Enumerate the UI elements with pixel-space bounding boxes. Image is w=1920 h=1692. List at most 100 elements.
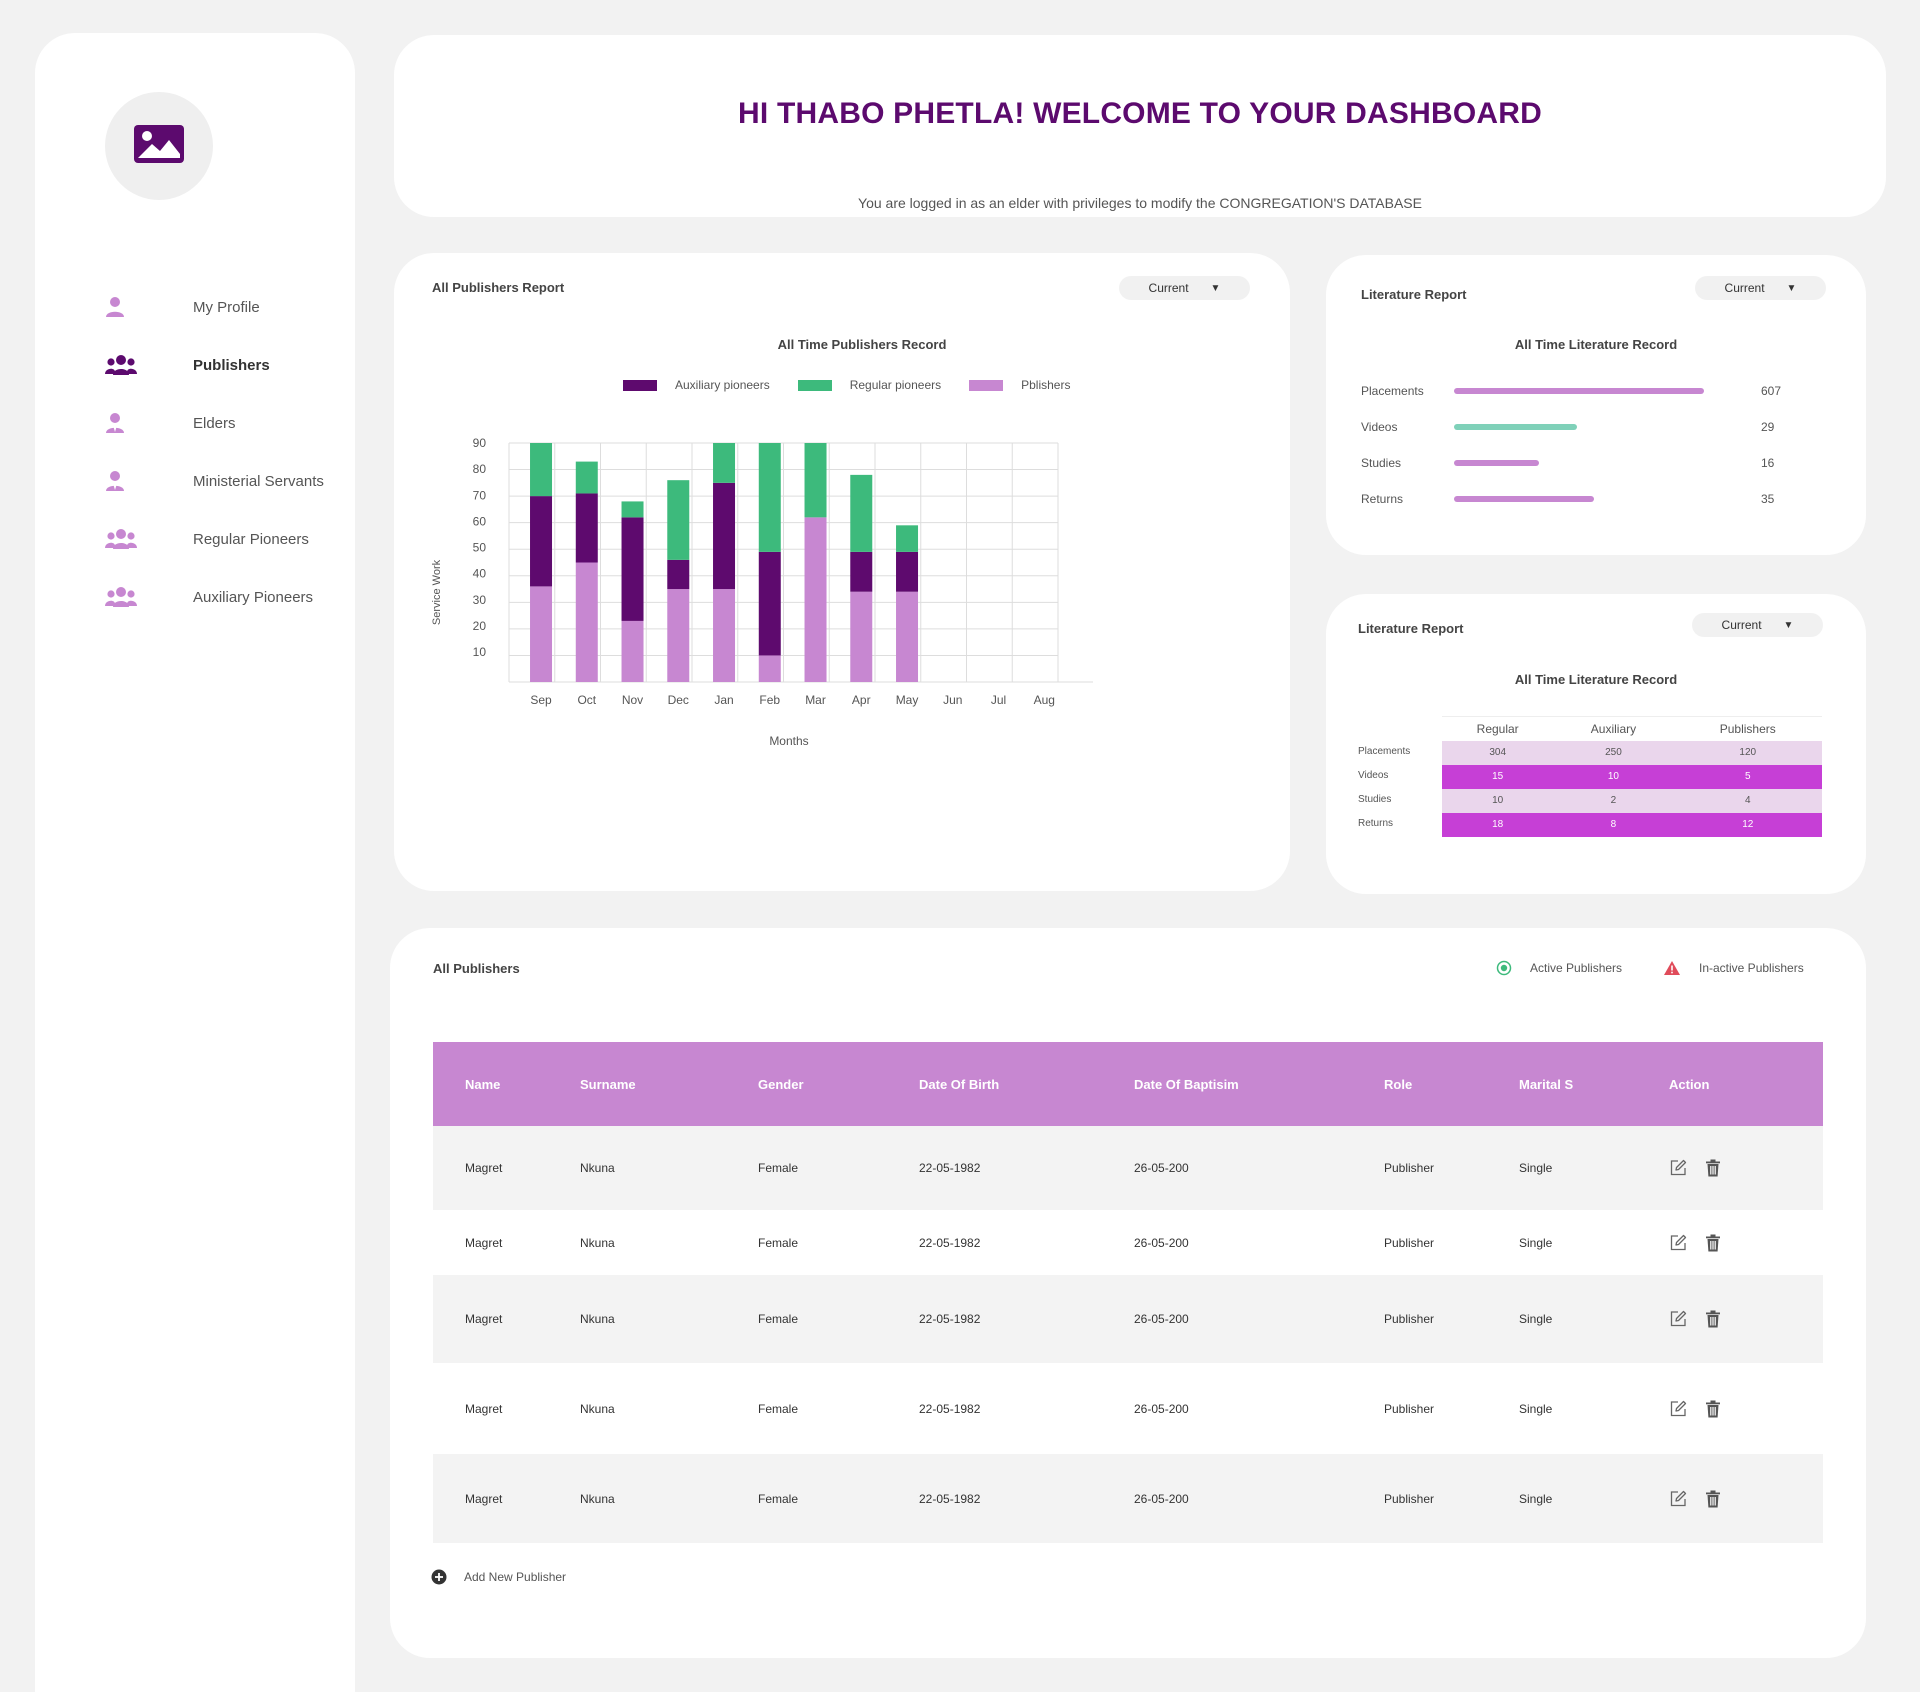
literature-cell: 12 [1673,812,1822,837]
literature-cell: 10 [1553,764,1674,789]
bar-segment [621,620,644,682]
users-icon [105,524,139,554]
y-tick-label: 60 [473,514,487,528]
column-header[interactable]: Date Of Baptisim [1134,1042,1384,1126]
edit-icon[interactable] [1669,1310,1687,1328]
literature-row-value: 607 [1761,384,1782,398]
bar-segment [667,559,690,590]
column-header[interactable]: Marital S [1519,1042,1669,1126]
trash-icon[interactable] [1705,1310,1721,1328]
literature-table-row: 10 2 4 [1442,788,1822,813]
bar-segment [530,443,553,497]
table-row: Magret Nkuna Female 22-05-1982 26-05-200 Publ… [433,1454,1823,1543]
edit-icon[interactable] [1669,1490,1687,1508]
trash-icon[interactable] [1705,1400,1721,1418]
sidebar-item-label: Elders [193,414,236,432]
chevron-down-icon: ▼ [1783,619,1794,631]
legend-swatch [623,379,657,391]
edit-icon[interactable] [1669,1234,1687,1252]
x-tick-label: Sep [530,693,552,707]
add-publisher-button[interactable]: Add New Publisher [431,1569,566,1585]
literature-cell: 304 [1442,740,1554,765]
table-cell: Publisher [1384,1126,1519,1210]
table-cell: Female [758,1363,919,1454]
table-cell: 22-05-1982 [919,1454,1134,1543]
literature-row-value: 35 [1761,492,1775,506]
edit-icon[interactable] [1669,1159,1687,1177]
publishers-report-title: All Publishers Report [432,280,565,295]
bar-segment [713,482,736,590]
dropdown-value: Current [1721,618,1762,632]
inactive-publishers-filter[interactable]: In-active Publishers [1663,960,1804,976]
table-cell: Female [758,1454,919,1543]
bar-segment [575,461,598,494]
active-publishers-label: Active Publishers [1530,961,1623,975]
literature-row-label: Placements [1361,384,1424,398]
literature-table-dropdown[interactable]: Current ▼ [1692,613,1823,637]
trash-icon[interactable] [1705,1490,1721,1508]
y-tick-label: 20 [473,619,487,633]
x-tick-label: Apr [852,693,871,707]
column-header[interactable]: Name [433,1042,580,1126]
table-cell: 26-05-200 [1134,1275,1384,1363]
legend-item: Pblishers [969,378,1070,392]
avatar[interactable] [105,92,213,200]
bar-segment [667,589,690,682]
literature-report-dropdown[interactable]: Current ▼ [1695,276,1826,300]
sidebar-item-label: Publishers [193,356,270,374]
column-header[interactable]: Gender [758,1042,919,1126]
column-header[interactable]: Role [1384,1042,1519,1126]
x-tick-label: Dec [668,693,689,707]
literature-cell: 10 [1442,788,1554,813]
bar-segment [850,551,873,592]
trash-icon[interactable] [1705,1234,1721,1252]
publishers-report-dropdown[interactable]: Current ▼ [1119,276,1250,300]
column-header[interactable]: Date Of Birth [919,1042,1134,1126]
y-tick-label: 50 [473,541,487,555]
edit-icon[interactable] [1669,1400,1687,1418]
literature-bar [1454,388,1704,394]
bar-segment [667,480,690,560]
bar-segment [804,443,827,518]
table-cell: Single [1519,1454,1669,1543]
all-publishers-card: All Publishers Active Publishers In-acti… [390,928,1866,1658]
sidebar-item-auxiliary-pioneers[interactable]: Auxiliary Pioneers [105,568,313,626]
bar-segment [804,517,827,682]
bar-segment [530,496,553,587]
literature-bar [1454,496,1594,502]
table-cell: Publisher [1384,1210,1519,1275]
bar-segment [758,443,781,552]
table-cell: Female [758,1275,919,1363]
table-cell: Female [758,1210,919,1275]
literature-row-value: 29 [1761,420,1775,434]
table-cell: Nkuna [580,1210,758,1275]
dropdown-value: Current [1724,281,1765,295]
trash-icon[interactable] [1705,1159,1721,1177]
sidebar-item-elders[interactable]: Elders [105,394,236,452]
literature-cell: 120 [1673,740,1822,765]
table-cell: 26-05-200 [1134,1210,1384,1275]
sidebar-item-publishers[interactable]: Publishers [105,336,270,394]
bar-segment [896,551,919,592]
table-cell: Publisher [1384,1454,1519,1543]
literature-bar-track [1454,460,1724,466]
table-cell: Nkuna [580,1275,758,1363]
literature-row-labels: Placements Videos Studies Returns [1358,740,1410,836]
literature-row: Studies 16 [1361,453,1831,473]
inactive-publishers-label: In-active Publishers [1699,961,1804,975]
literature-bar-track [1454,388,1724,394]
sidebar-item-ministerial-servants[interactable]: Ministerial Servants [105,452,324,510]
table-cell: Magret [433,1454,580,1543]
active-publishers-filter[interactable]: Active Publishers [1496,960,1622,976]
literature-table-row-label: Videos [1358,770,1389,781]
legend-label: Auxiliary pioneers [675,378,770,392]
literature-table-row: 15 10 5 [1442,764,1822,789]
table-row: Magret Nkuna Female 22-05-1982 26-05-200 Publ… [433,1275,1823,1363]
column-header[interactable]: Action [1669,1042,1823,1126]
sidebar-item-regular-pioneers[interactable]: Regular Pioneers [105,510,309,568]
legend-item: Auxiliary pioneers [623,378,770,392]
column-header[interactable]: Surname [580,1042,758,1126]
sidebar-item-my-profile[interactable]: My Profile [105,278,260,336]
x-tick-label: Jan [714,693,733,707]
table-cell: Magret [433,1210,580,1275]
